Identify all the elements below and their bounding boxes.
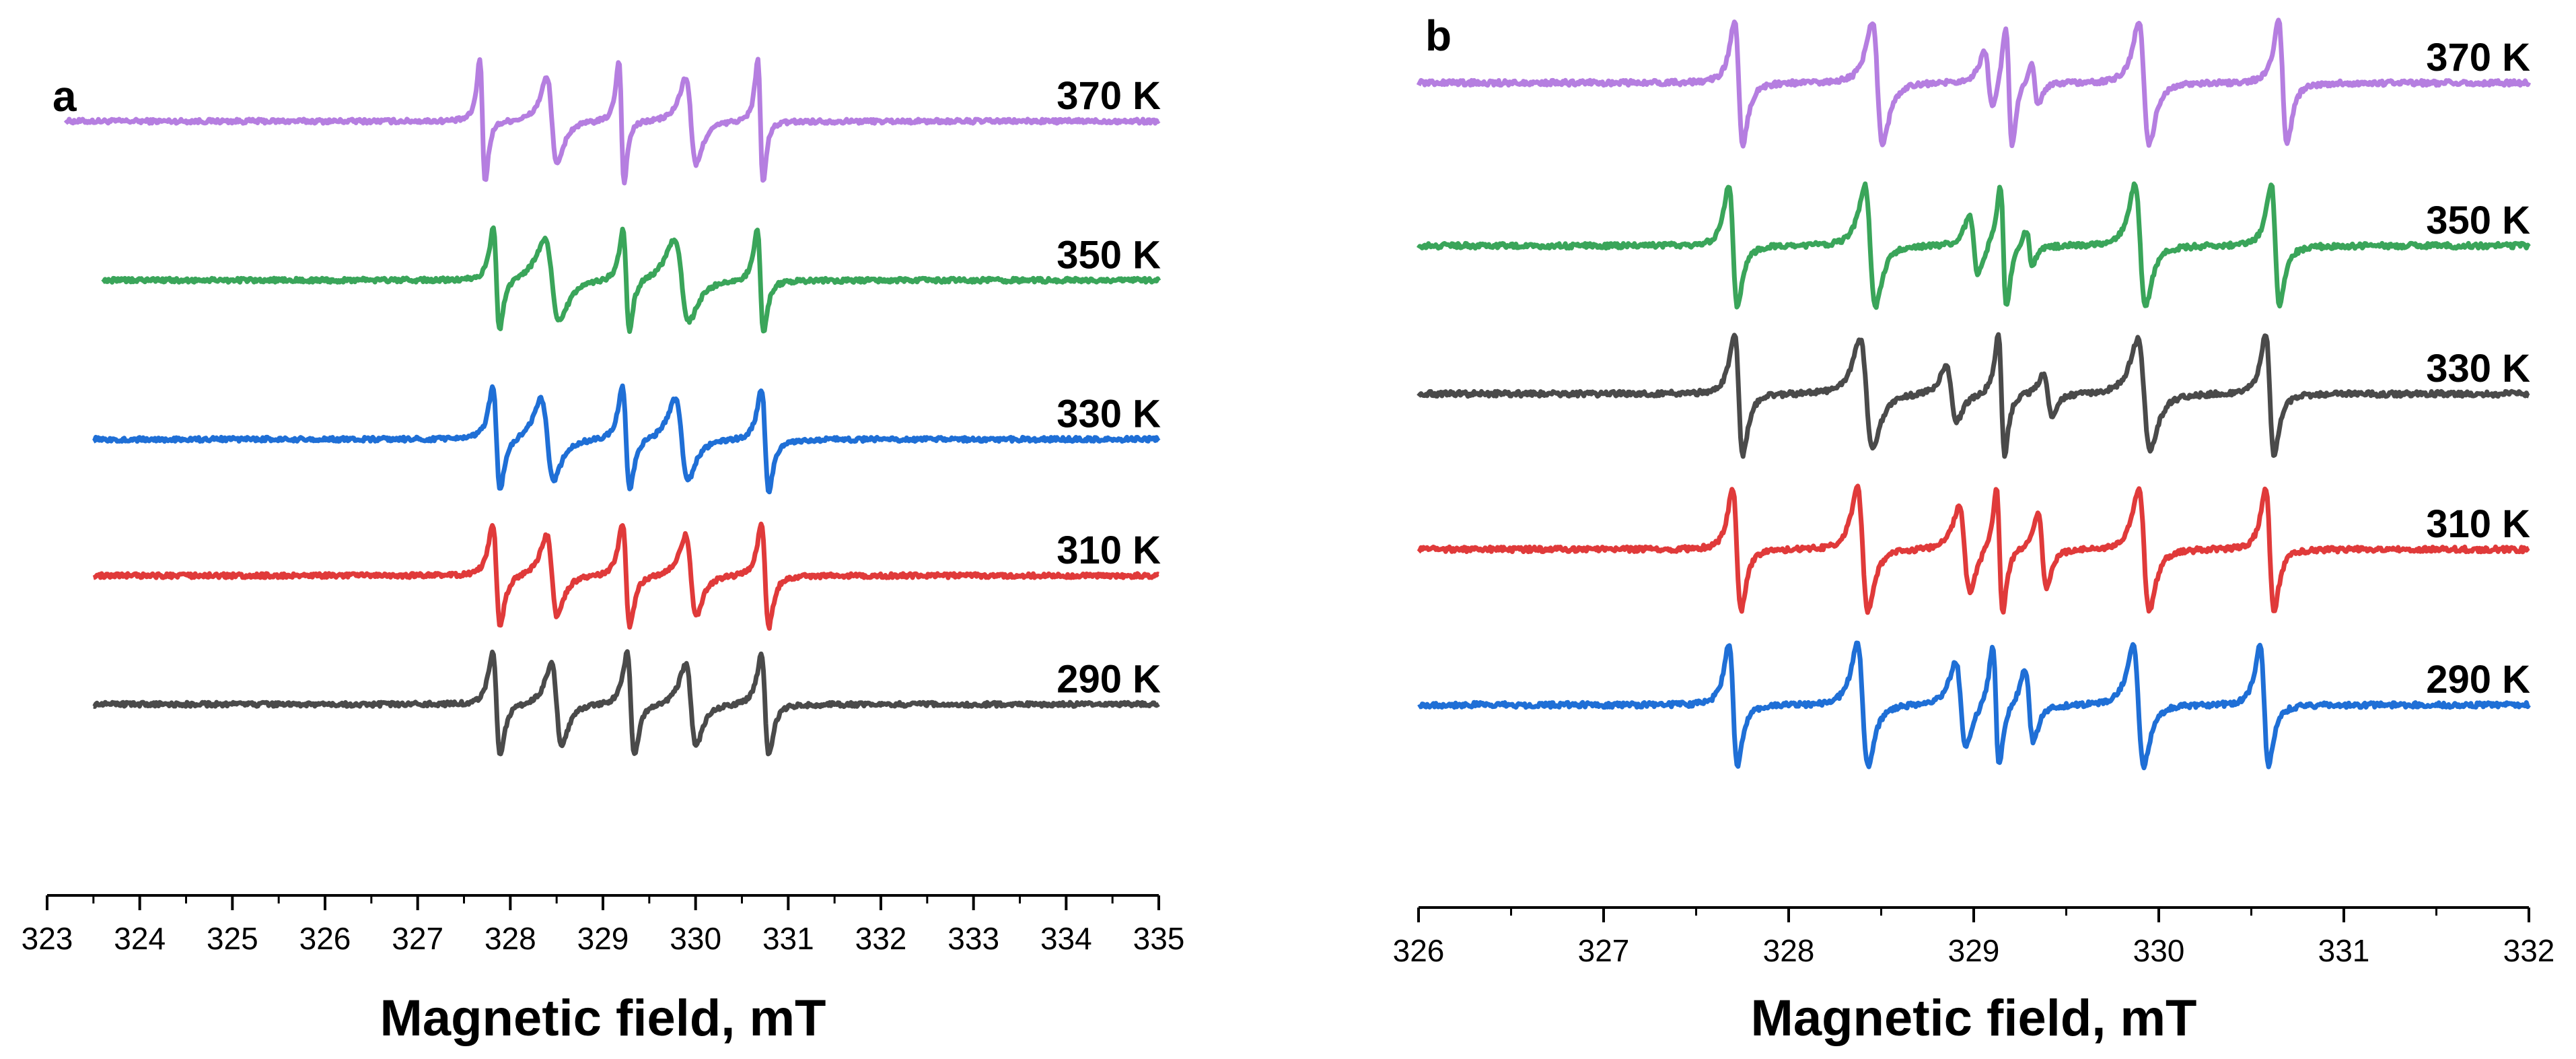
panel-a-tick-label: 331 [762,921,814,956]
panel-b-letter: b [1425,11,1452,60]
panel-b-tick-label: 332 [2503,933,2555,968]
panel-b-label-290k: 290 K [2426,658,2530,702]
panel-a-x-axis-title: Magnetic field, mT [380,990,826,1047]
panel-b-spectrum-290k [1417,640,2531,771]
panel-b-spectrum-370k [1416,18,2532,149]
panel-b-tick-label: 331 [2318,933,2370,968]
panel-b-tick-label: 327 [1578,933,1630,968]
panel-b-label-370k: 370 K [2426,36,2530,79]
panel-b-label-350k: 350 K [2426,199,2530,242]
panel-a-tick-label: 323 [22,921,73,956]
panel-a-label-370k: 370 K [1057,74,1161,118]
panel-a-temperature-labels: 370 K 350 K 330 K 310 K 290 K [1057,74,1161,701]
panel-b-label-330k: 330 K [2426,347,2530,390]
panel-b-x-axis-title: Magnetic field, mT [1751,990,2197,1047]
panel-a-spectrum-330k [92,383,1161,495]
panel-a-tick-label: 332 [855,921,907,956]
panel-a-label-330k: 330 K [1057,392,1161,436]
panel-b-x-ticks: 326 327 328 329 330 331 332 [1393,908,2555,968]
panel-b-tick-label: 328 [1763,933,1815,968]
panel-a-tick-label: 324 [114,921,166,956]
panel-b: b 370 K 350 K 330 K 310 K 290 K 326 327 328 329… [1393,11,2555,1047]
panel-a-tick-label: 335 [1133,921,1185,956]
panel-b-tick-label: 330 [2133,933,2185,968]
panel-a-tick-label: 327 [392,921,443,956]
panel-a-tick-label: 333 [947,921,999,956]
panel-a-spectra [63,57,1161,757]
panel-b-spectrum-330k [1417,332,2530,459]
panel-a-spectrum-290k [92,649,1160,757]
panel-b-temperature-labels: 370 K 350 K 330 K 310 K 290 K [2426,36,2530,702]
panel-a-tick-label: 328 [485,921,536,956]
panel-a-x-ticks: 323 324 325 326 327 328 329 330 331 332 333 334 335 [22,895,1185,956]
panel-b-spectra [1416,18,2532,771]
panel-a-tick-label: 334 [1040,921,1092,956]
panel-a-tick-label: 329 [577,921,629,956]
panel-a-spectrum-310k [92,521,1160,631]
panel-a-letter: a [52,72,77,121]
panel-a-label-310k: 310 K [1057,528,1161,572]
panel-a: a 370 K 350 K 330 K 310 K 290 K 323 324 325 326… [22,57,1185,1047]
panel-a-spectrum-350k [101,225,1161,334]
panel-b-spectrum-310k [1417,483,2530,615]
panel-a-tick-label: 326 [299,921,351,956]
panel-b-spectrum-350k [1417,181,2531,310]
panel-a-spectrum-370k [63,57,1161,186]
panel-b-tick-label: 329 [1948,933,2000,968]
panel-a-tick-label: 325 [207,921,258,956]
panel-b-label-310k: 310 K [2426,502,2530,546]
panel-a-tick-label: 330 [670,921,721,956]
panel-b-tick-label: 326 [1393,933,1445,968]
panel-a-label-350k: 350 K [1057,233,1161,277]
panel-a-label-290k: 290 K [1057,657,1161,701]
